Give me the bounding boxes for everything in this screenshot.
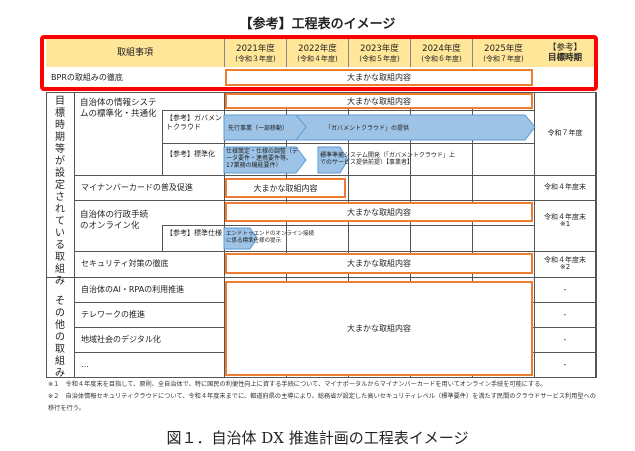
grid-line	[74, 251, 596, 252]
grid-line	[162, 110, 534, 111]
arrow-spec-label: 仕様策定・仕様の調整（データ要件・連携要件等、17業務の機能要件）	[226, 148, 299, 169]
header-year-era: (令和４年度)	[297, 54, 338, 63]
target-regional: -	[563, 334, 567, 344]
grid-line	[410, 92, 411, 378]
grid-line	[286, 92, 287, 378]
target-security: 令和４年度末 ※2	[534, 251, 596, 277]
group-label-set: 目標時期等が設定されている取組み	[55, 96, 65, 287]
arrow-pilot	[223, 114, 307, 141]
row-ai-label: 自治体のAI・RPAの利用推進	[81, 284, 185, 294]
grid-line	[348, 92, 349, 378]
header-year-label: 2024年度	[422, 43, 461, 54]
header-target: 【参考】 目標時期	[534, 38, 596, 67]
header-target-ref: 【参考】	[547, 42, 582, 53]
grid-line	[46, 277, 596, 278]
target-security-text: 令和４年度末	[544, 256, 586, 264]
header-year-era: (令和７年度)	[483, 54, 524, 63]
header-year: 2022年度 (令和４年度)	[286, 38, 348, 67]
row-regional-label: 地域社会のデジタル化	[81, 334, 161, 344]
grid-line	[162, 143, 534, 144]
bpr-box: 大まかな取組内容	[225, 69, 533, 86]
header-year-label: 2023年度	[360, 43, 399, 54]
header-target-label: 目標時期	[547, 52, 582, 63]
security-box: 大まかな取組内容	[225, 253, 533, 274]
footnote-1: ※１ 令和４年度末を目指して、原則、全自治体で、特に国民の利便性向上に資する手続…	[48, 381, 547, 388]
grid-line	[74, 92, 75, 378]
arrow-dev-label: 標準準拠システム開発（「ガバメントクラウド」上でのサービス提供前提）【事業者】	[320, 152, 455, 166]
grid-line	[162, 225, 534, 226]
target-mynumber: 令和４年度末	[544, 183, 586, 191]
target-telework: -	[563, 309, 567, 319]
arrow-online-spec	[223, 227, 258, 250]
grid-line	[534, 92, 535, 378]
target-security-note: ※2	[559, 263, 571, 271]
grid-line	[472, 92, 473, 378]
table-frame	[46, 92, 596, 378]
footnote-2: ※２ 自治体情報セキュリティクラウドについて、令和４年度末までに、都道府県の主導…	[48, 393, 596, 412]
arrow-spec	[223, 146, 307, 174]
row-online-ref: 【参考】標準仕様	[166, 229, 222, 237]
row-sys-ref1: 【参考】ガバメントクラウド	[166, 114, 222, 131]
arrow-dev	[317, 146, 349, 174]
grid-line	[74, 175, 596, 176]
online-box: 大まかな取組内容	[225, 202, 533, 222]
row-sys-ref2: 【参考】標準化	[166, 150, 215, 158]
header-year-era: (令和３年度)	[235, 54, 276, 63]
other-box: 大まかな取組内容	[225, 281, 533, 376]
arrow-online-label: エンドトゥエンドのオンライン接続に係る標準仕様の提示	[226, 231, 315, 244]
header-year-label: 2022年度	[298, 43, 337, 54]
grid-line	[162, 225, 163, 251]
header-year-label: 2021年度	[236, 43, 275, 54]
header-year-era: (令和６年度)	[421, 54, 462, 63]
row-mynumber-label: マイナンバーカードの普及促進	[81, 182, 193, 192]
group-label-other: その他の取組み	[55, 296, 65, 379]
footnotes: ※１ 令和４年度末を目指して、原則、全自治体で、特に国民の利便性向上に資する手続…	[48, 379, 598, 415]
sys-box: 大まかな取組内容	[225, 93, 533, 109]
arrow-gov-cloud-label: 「ガバメントクラウド」の提供	[325, 124, 410, 132]
grid-line	[596, 92, 597, 378]
row-etc-label: …	[81, 360, 89, 369]
figure-caption: 図１．自治体 DX 推進計画の工程表イメージ	[166, 428, 469, 447]
header-year: 2021年度 (令和３年度)	[224, 38, 286, 67]
row-security-label: セキュリティ対策の徹底	[81, 259, 169, 268]
header-year: 2024年度 (令和６年度)	[410, 38, 472, 67]
row-bpr-label: BPRの取組みの徹底	[51, 72, 123, 82]
arrow-pilot-label: 先行事業（一部移動）	[228, 124, 289, 132]
mynumber-box: 大まかな取組内容	[225, 178, 346, 198]
target-online: 令和４年度末 ※1	[534, 206, 596, 236]
row-online-label: 自治体の行政手続のオンライン化	[80, 210, 149, 231]
grid-line	[74, 200, 596, 201]
target-ai: -	[563, 284, 567, 294]
figure-title: 【参考】工程表のイメージ	[239, 16, 396, 32]
header-year-label: 2025年度	[484, 43, 523, 54]
header-item: 取組事項	[46, 38, 224, 67]
row-telework-label: テレワークの推進	[81, 309, 145, 319]
header-year-era: (令和５年度)	[359, 54, 400, 63]
header-year: 2023年度 (令和５年度)	[348, 38, 410, 67]
target-online-note: ※1	[559, 220, 571, 228]
target-sys: 令和７年度	[547, 129, 583, 137]
row-sys-label: 自治体の情報システムの標準化・共通化	[80, 98, 157, 119]
highlight-frame	[40, 35, 598, 91]
grid-line	[162, 110, 163, 175]
target-online-text: 令和４年度末	[544, 213, 586, 221]
target-etc: -	[563, 360, 567, 369]
header-year: 2025年度 (令和７年度)	[472, 38, 534, 67]
